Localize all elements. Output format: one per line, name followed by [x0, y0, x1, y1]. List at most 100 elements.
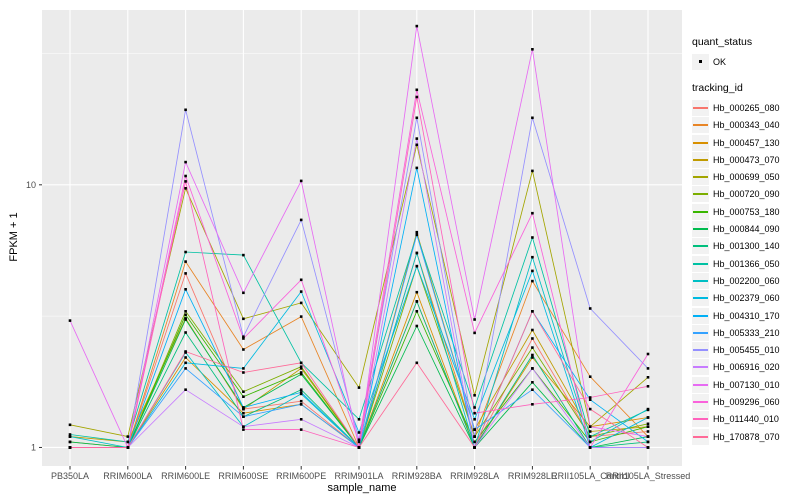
data-point — [473, 318, 476, 321]
data-point — [646, 416, 650, 419]
legend-item-label: Hb_001366_050 — [713, 258, 780, 269]
x-tick-label: RRIM600SE — [218, 471, 268, 481]
legend-item-label: Hb_000844_090 — [713, 224, 780, 235]
data-point — [415, 116, 419, 120]
data-point — [242, 291, 245, 295]
data-point — [531, 236, 534, 239]
data-point — [184, 367, 187, 370]
data-point — [415, 310, 419, 313]
data-point — [415, 166, 419, 170]
data-point — [68, 440, 72, 444]
data-point — [299, 290, 303, 293]
data-point — [646, 425, 650, 428]
legend-line-swatch — [693, 400, 708, 403]
legend-line-swatch — [693, 366, 708, 369]
data-point — [357, 440, 361, 444]
data-point — [531, 310, 534, 313]
y-tick-label: 10 — [26, 180, 36, 190]
data-point — [531, 381, 534, 384]
legend-line-swatch — [693, 331, 708, 334]
x-tick-label: RRIM928BA — [392, 471, 442, 481]
legend-item-label: Hb_011440_010 — [713, 414, 779, 425]
legend-item-label: Hb_002200_060 — [713, 275, 780, 286]
data-point — [184, 331, 187, 334]
data-point — [242, 428, 245, 431]
legend-line-swatch — [693, 297, 708, 300]
data-point — [415, 143, 419, 147]
data-point — [242, 335, 245, 338]
data-point — [242, 253, 245, 257]
x-tick-label: RRIM928LA — [450, 471, 499, 481]
legend-key-box — [692, 238, 709, 255]
legend-item-label: Hb_004310_170 — [713, 310, 780, 321]
legend-key-box — [692, 53, 709, 70]
legend-key-box — [692, 307, 709, 324]
data-point — [588, 425, 592, 428]
legend-item-label: Hb_000343_040 — [713, 120, 780, 131]
data-point — [299, 218, 303, 222]
point-marker-icon — [698, 59, 703, 64]
data-point — [299, 399, 303, 403]
legend-gap — [692, 70, 798, 82]
legend-key-box — [692, 393, 709, 410]
y-axis-title: FPKM + 1 — [8, 212, 20, 262]
y-tick-label: 1 — [31, 442, 36, 452]
legend-item: Hb_005333_210 — [692, 324, 798, 341]
data-point — [68, 423, 72, 427]
data-point — [299, 403, 303, 406]
data-point — [299, 392, 303, 396]
data-point — [299, 418, 303, 421]
legend-item-label: Hb_000265_080 — [713, 102, 780, 113]
data-point — [473, 446, 476, 449]
data-point — [588, 396, 592, 399]
data-point — [531, 403, 534, 406]
x-tick-label: RRIM600LE — [161, 471, 210, 481]
data-point — [531, 116, 534, 120]
legend-line-swatch — [693, 262, 708, 265]
legend-item: Hb_009296_060 — [692, 393, 798, 410]
x-tick-label: RRIM928LE — [508, 471, 557, 481]
legend-item: Hb_001300_140 — [692, 238, 798, 255]
data-point — [588, 307, 592, 310]
data-point — [646, 422, 650, 426]
legend-item: Hb_170878_070 — [692, 428, 798, 445]
data-point — [242, 348, 245, 351]
legend-item: Hb_002200_060 — [692, 272, 798, 289]
legend-item: Hb_004310_170 — [692, 307, 798, 324]
data-point — [299, 361, 303, 365]
legend-line-swatch — [693, 383, 708, 386]
data-point — [588, 440, 592, 444]
data-point — [299, 371, 303, 374]
data-point — [588, 407, 592, 411]
data-point — [473, 394, 476, 397]
data-point — [68, 319, 72, 322]
legend-item-label: Hb_009296_060 — [713, 396, 780, 407]
data-point — [415, 361, 419, 365]
x-tick-label: RRIM600LA — [103, 471, 152, 481]
data-point — [588, 430, 592, 433]
data-point — [646, 446, 650, 449]
data-point — [473, 406, 476, 409]
data-point — [184, 174, 187, 178]
data-point — [531, 269, 534, 273]
data-point — [588, 435, 592, 438]
legend-line-swatch — [693, 106, 708, 109]
legend-item-label: Hb_007130_010 — [713, 379, 780, 390]
data-point — [531, 353, 534, 357]
data-point — [531, 356, 534, 359]
data-point — [357, 431, 361, 434]
legend-item-label: Hb_000473_070 — [713, 154, 780, 165]
data-point — [299, 391, 303, 394]
legend-item-label: OK — [713, 56, 727, 67]
data-point — [184, 310, 187, 313]
data-point — [184, 108, 187, 112]
data-point — [242, 317, 245, 321]
data-point — [531, 48, 534, 51]
legend-quant-status-title: quant_status — [692, 36, 753, 48]
data-point — [242, 411, 245, 415]
data-point — [646, 367, 650, 370]
data-point — [473, 331, 476, 335]
data-point — [588, 446, 592, 449]
data-point — [184, 318, 187, 321]
data-point — [473, 428, 476, 431]
